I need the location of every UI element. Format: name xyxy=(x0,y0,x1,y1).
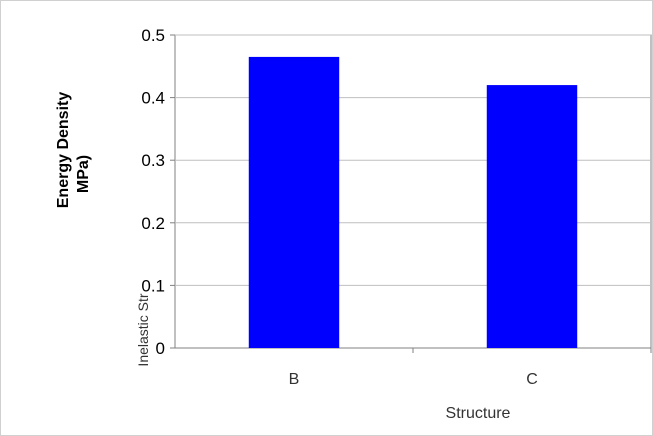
y-tick-labels: 0.5 0.4 0.3 0.2 0.1 0 xyxy=(141,26,165,358)
y-tick-label: 0 xyxy=(156,339,165,358)
y-axis-label-unit: MPa) xyxy=(75,155,92,193)
y-axis-label-lower-group: Inelastic Str xyxy=(135,293,151,366)
y-axis-label-lower: Inelastic Str xyxy=(135,293,151,366)
y-axis-label-group: Energy Density MPa) xyxy=(55,92,92,209)
y-tick-label: 0.2 xyxy=(141,214,165,233)
plot-area-frame xyxy=(174,34,652,349)
bar-C xyxy=(486,85,578,348)
y-axis-label-top: Energy Density xyxy=(55,92,72,209)
y-tick-label: 0.5 xyxy=(141,26,165,45)
bar-B xyxy=(248,56,340,348)
gridlines xyxy=(170,34,651,349)
x-tick-label: C xyxy=(526,371,538,388)
x-tick-label: B xyxy=(289,371,300,388)
x-axis-label: Structure xyxy=(446,405,511,422)
y-tick-label: 0.1 xyxy=(141,276,165,295)
y-tick-label: 0.4 xyxy=(141,89,165,108)
bars xyxy=(248,56,578,348)
y-tick-label: 0.3 xyxy=(141,151,165,170)
